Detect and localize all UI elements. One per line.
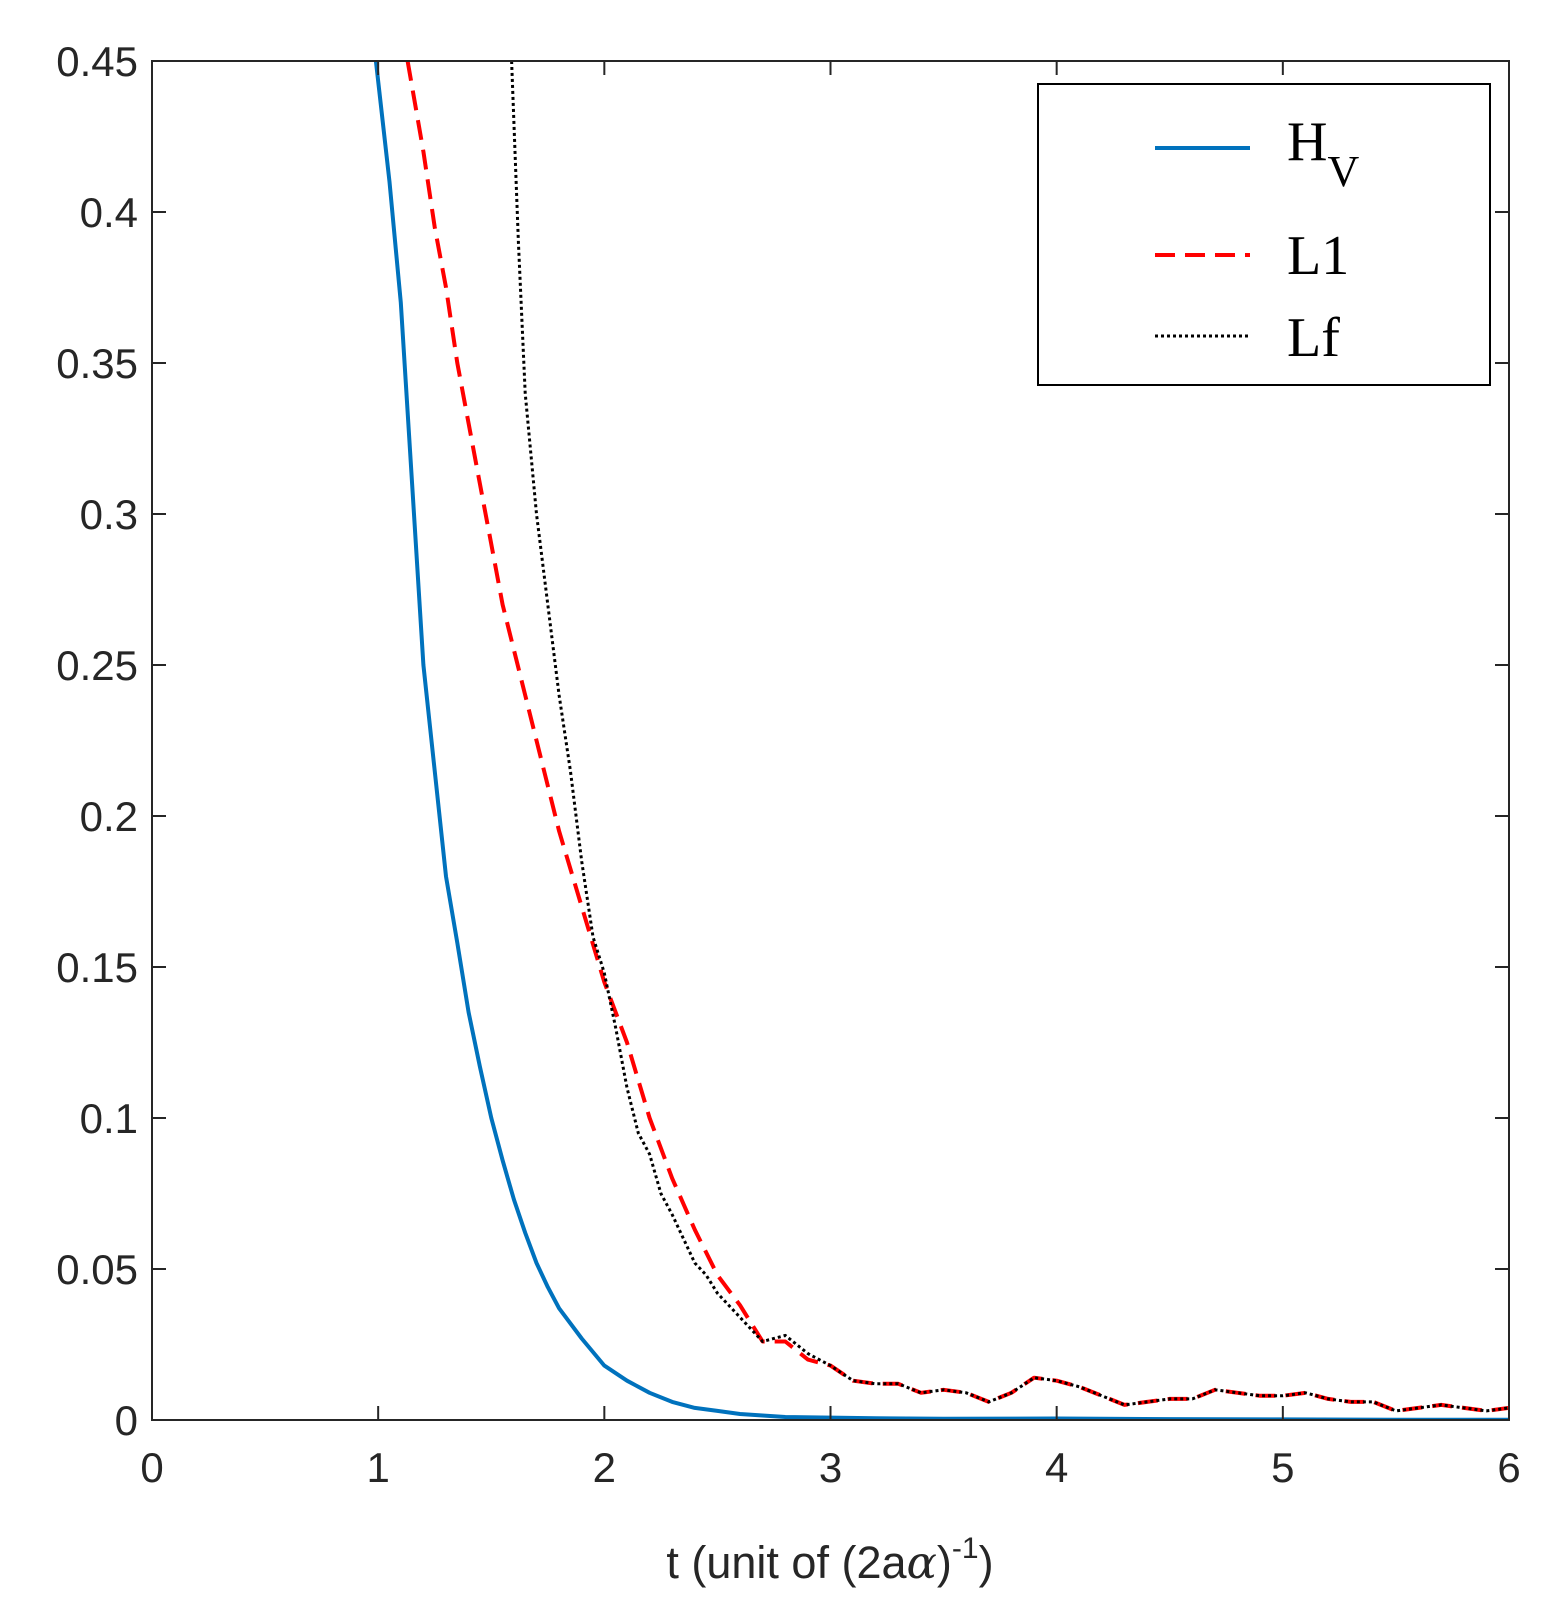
x-axis-label-prefix: t (unit of (2a [666,1537,907,1588]
y-tick-label: 0.2 [80,793,138,840]
series-layer [373,61,1509,1420]
tick-layer [151,60,1510,1421]
y-tick-label: 0.25 [56,642,138,689]
legend-label-lf: Lf [1287,307,1340,369]
x-tick-label: 0 [140,1444,163,1491]
y-tick-label: 0.05 [56,1246,138,1293]
x-axis-label-close: ) [979,1537,994,1588]
y-tick-label: 0.3 [80,491,138,538]
x-axis-label-superscript: -1 [952,1532,979,1565]
tick-label-layer: 0 1 2 3 4 5 6 0 0.05 0.1 0.15 0.2 0.25 0.3 0.35 0.4 0.45 [56,38,1520,1491]
y-tick-label: 0.15 [56,944,138,991]
x-axis-label-alpha: α [907,1536,937,1589]
series-line-l1 [405,61,1509,1413]
legend-label-l1: L1 [1287,225,1349,287]
x-tick-label: 5 [1271,1444,1294,1491]
y-tick-label: 0.45 [56,38,138,85]
series-line-h-v [373,61,1509,1420]
y-tick-label: 0.35 [56,340,138,387]
y-tick-label: 0 [115,1397,138,1444]
x-axis-label: t (unit of (2aα)-1) [666,1532,993,1589]
x-tick-label: 4 [1045,1444,1068,1491]
x-tick-label: 2 [593,1444,616,1491]
legend-box [1037,83,1491,386]
x-tick-label: 1 [366,1444,389,1491]
legend-label-hv: HV [1287,111,1359,196]
x-axis-label-suffix: ) [937,1537,952,1588]
legend-label-hv-sub: V [1327,147,1359,196]
legend-label-hv-main: H [1287,111,1327,173]
series-line-lf [510,61,1509,1413]
x-tick-label: 6 [1497,1444,1520,1491]
y-tick-label: 0.4 [80,189,138,236]
x-tick-label: 3 [819,1444,842,1491]
y-tick-label: 0.1 [80,1095,138,1142]
legend: HV L1 Lf [1037,83,1491,386]
